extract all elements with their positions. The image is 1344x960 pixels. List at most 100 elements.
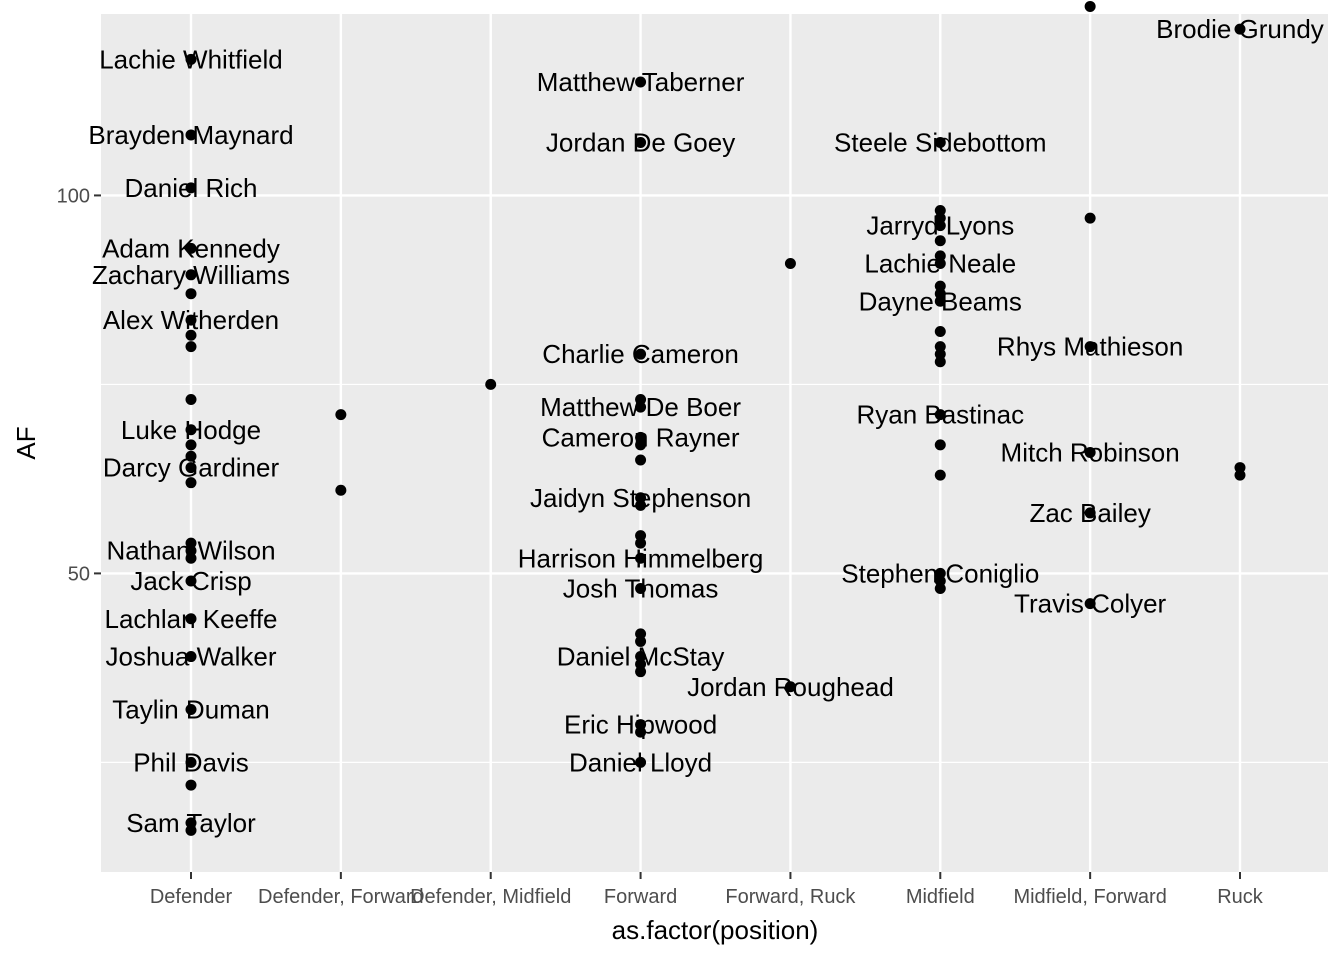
data-point-35 <box>635 439 647 451</box>
data-point-16 <box>185 545 197 557</box>
data-point-77 <box>1084 507 1096 519</box>
x-tick-label-ruck: Ruck <box>1217 886 1264 908</box>
data-point-5 <box>185 288 197 300</box>
data-point-53 <box>934 137 946 149</box>
point-label-zac-bailey: Zac Bailey <box>1029 498 1150 528</box>
data-point-44 <box>635 635 647 647</box>
data-point-45 <box>635 651 647 663</box>
data-point-70 <box>934 567 946 579</box>
y-tick-label-50: 50 <box>68 563 90 585</box>
x-tick-label-midfield-forward: Midfield, Forward <box>1013 886 1166 908</box>
data-point-49 <box>635 726 647 738</box>
point-label-jordan-roughead: Jordan Roughead <box>687 672 894 702</box>
point-label-nathan-wilson: Nathan Wilson <box>106 536 275 566</box>
data-point-4 <box>185 269 197 281</box>
x-tick-label-defender-midfield: Defender, Midfield <box>410 886 571 908</box>
data-point-7 <box>185 329 197 341</box>
point-label-phil-davis: Phil Davis <box>133 747 249 777</box>
data-point-57 <box>934 235 946 247</box>
data-point-12 <box>185 450 197 462</box>
data-point-2 <box>185 182 197 194</box>
data-point-54 <box>934 205 946 217</box>
point-label-sam-taylor: Sam Taylor <box>126 808 256 838</box>
x-tick-label-forward: Forward <box>604 886 677 908</box>
data-point-61 <box>934 288 946 300</box>
data-point-65 <box>934 348 946 360</box>
data-point-34 <box>635 431 647 443</box>
data-point-10 <box>185 424 197 436</box>
data-point-71 <box>934 575 946 587</box>
data-point-29 <box>635 76 647 88</box>
data-point-66 <box>934 356 946 368</box>
data-point-55 <box>934 212 946 224</box>
y-axis-title: AF <box>11 426 41 459</box>
data-point-58 <box>934 250 946 262</box>
point-label-jordan-de-goey: Jordan De Goey <box>546 128 735 158</box>
data-point-1 <box>185 129 197 141</box>
x-tick-label-midfield: Midfield <box>906 886 975 908</box>
point-label-lachlan-keeffe: Lachlan Keeffe <box>105 604 278 634</box>
data-point-69 <box>934 469 946 481</box>
y-axis: 50 100 <box>57 185 101 585</box>
data-point-39 <box>635 530 647 542</box>
data-point-64 <box>934 341 946 353</box>
point-label-daniel-lloyd: Daniel Lloyd <box>569 747 712 777</box>
data-point-67 <box>934 409 946 421</box>
point-label-harrison-himmelberg: Harrison Himmelberg <box>518 543 764 573</box>
point-label-cameron-rayner: Cameron Rayner <box>542 422 740 452</box>
data-point-79 <box>1234 23 1246 35</box>
data-point-3 <box>185 242 197 254</box>
data-point-51 <box>784 257 796 269</box>
data-point-62 <box>934 295 946 307</box>
data-point-42 <box>635 583 647 595</box>
point-label-mitch-robinson: Mitch Robinson <box>1001 437 1180 467</box>
data-point-26 <box>335 409 347 421</box>
data-point-20 <box>185 651 197 663</box>
data-point-15 <box>185 537 197 549</box>
data-point-47 <box>635 666 647 678</box>
minor-gridlines <box>101 383 1328 763</box>
data-point-11 <box>185 439 197 451</box>
data-point-50 <box>635 756 647 768</box>
data-point-9 <box>185 394 197 406</box>
data-points <box>185 0 1246 836</box>
point-labels: Lachie Whitfield Brayden Maynard Daniel Ri… <box>88 14 1323 838</box>
data-point-72 <box>934 583 946 595</box>
x-axis-title: as.factor(position) <box>612 915 819 945</box>
data-point-68 <box>934 439 946 451</box>
point-label-travis-colyer: Travis Colyer <box>1014 589 1167 619</box>
point-label-taylin-duman: Taylin Duman <box>112 694 270 724</box>
point-label-brayden-maynard: Brayden Maynard <box>88 120 293 150</box>
data-point-0 <box>185 53 197 65</box>
point-label-daniel-rich: Daniel Rich <box>125 173 258 203</box>
point-label-adam-kennedy: Adam Kennedy <box>102 233 280 263</box>
point-label-matthew-taberner: Matthew Taberner <box>537 67 745 97</box>
x-tick-label-forward-ruck: Forward, Ruck <box>725 886 856 908</box>
point-label-jaidyn-stephenson: Jaidyn Stephenson <box>530 483 751 513</box>
data-point-75 <box>1084 341 1096 353</box>
data-point-22 <box>185 756 197 768</box>
data-point-31 <box>635 348 647 360</box>
data-point-74 <box>1084 212 1096 224</box>
point-label-ryan-bastinac: Ryan Bastinac <box>856 400 1024 430</box>
data-point-23 <box>185 779 197 791</box>
x-tick-label-defender: Defender <box>150 886 233 908</box>
point-label-steele-sidebottom: Steele Sidebottom <box>834 128 1046 158</box>
point-label-brodie-grundy: Brodie Grundy <box>1156 14 1324 44</box>
data-point-41 <box>635 552 647 564</box>
data-point-21 <box>185 703 197 715</box>
data-point-6 <box>185 314 197 326</box>
point-label-matthew-de-boer: Matthew De Boer <box>540 392 741 422</box>
data-point-33 <box>635 401 647 413</box>
point-label-zachary-williams: Zachary Williams <box>92 260 290 290</box>
data-point-25 <box>185 824 197 836</box>
x-tick-label-defender-forward: Defender, Forward <box>258 886 424 908</box>
point-label-joshua-walker: Joshua Walker <box>106 642 277 672</box>
data-point-56 <box>934 220 946 232</box>
point-label-rhys-mathieson: Rhys Mathieson <box>997 332 1183 362</box>
data-point-52 <box>784 681 796 693</box>
point-label-stephen-coniglio: Stephen Coniglio <box>841 558 1039 588</box>
data-point-63 <box>934 325 946 337</box>
